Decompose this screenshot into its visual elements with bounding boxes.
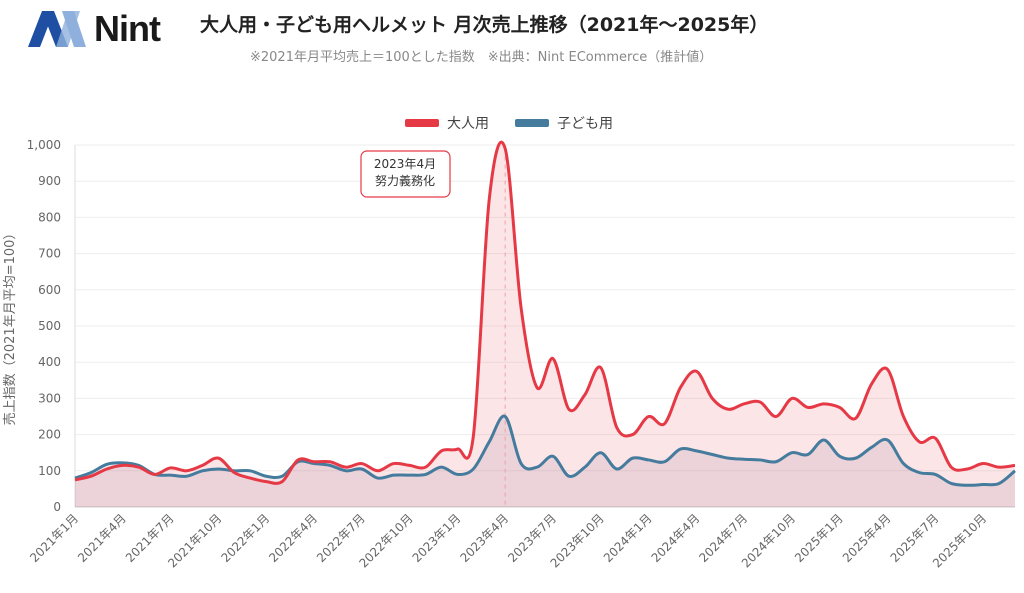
area-adult [75, 142, 1015, 508]
x-tick-label: 2023年4月 [457, 511, 511, 565]
nint-logo: Nint [28, 8, 161, 50]
y-tick-label: 800 [38, 210, 61, 224]
y-tick-label: 300 [38, 391, 61, 405]
annotation-box [360, 150, 451, 198]
logo-text: Nint [94, 8, 161, 49]
annotation-text: 2023年4月 [374, 157, 436, 171]
x-tick-label: 2025年1月 [792, 511, 846, 565]
x-tick-label: 2023年1月 [410, 511, 464, 565]
annotation-text: 努力義務化 [375, 173, 435, 188]
legend-label: 大人用 [447, 116, 489, 132]
y-tick-label: 100 [38, 464, 61, 478]
x-tick-label: 2021年4月 [75, 511, 129, 565]
x-tick-label: 2021年1月 [27, 511, 81, 565]
y-tick-label: 500 [38, 319, 61, 333]
x-tick-label: 2025年4月 [840, 511, 894, 565]
y-tick-label: 700 [38, 247, 61, 261]
legend-label: 子ども用 [557, 116, 613, 132]
y-tick-label: 0 [53, 500, 61, 514]
y-tick-label: 900 [38, 174, 61, 188]
x-tick-label: 2024年4月 [649, 511, 703, 565]
legend-swatch [405, 119, 439, 127]
y-tick-label: 200 [38, 428, 61, 442]
x-tick-label: 2022年1月 [218, 511, 272, 565]
x-tick-label: 2022年4月 [266, 511, 320, 565]
series-line-adult [74, 140, 1016, 485]
nint-logo-icon [28, 11, 86, 47]
legend-swatch [515, 119, 549, 127]
x-tick-label: 2024年1月 [601, 511, 655, 565]
chart-title: 大人用・子ども用ヘルメット 月次売上推移（2021年～2025年） [200, 14, 769, 36]
y-tick-label: 600 [38, 283, 61, 297]
y-tick-label: 400 [38, 355, 61, 369]
y-axis-label: 売上指数（2021年月平均=100） [2, 227, 18, 426]
y-tick-label: 1,000 [27, 138, 61, 152]
chart-subtitle: ※2021年月平均売上＝100とした指数 ※出典：Nint ECommerce（… [250, 50, 713, 65]
